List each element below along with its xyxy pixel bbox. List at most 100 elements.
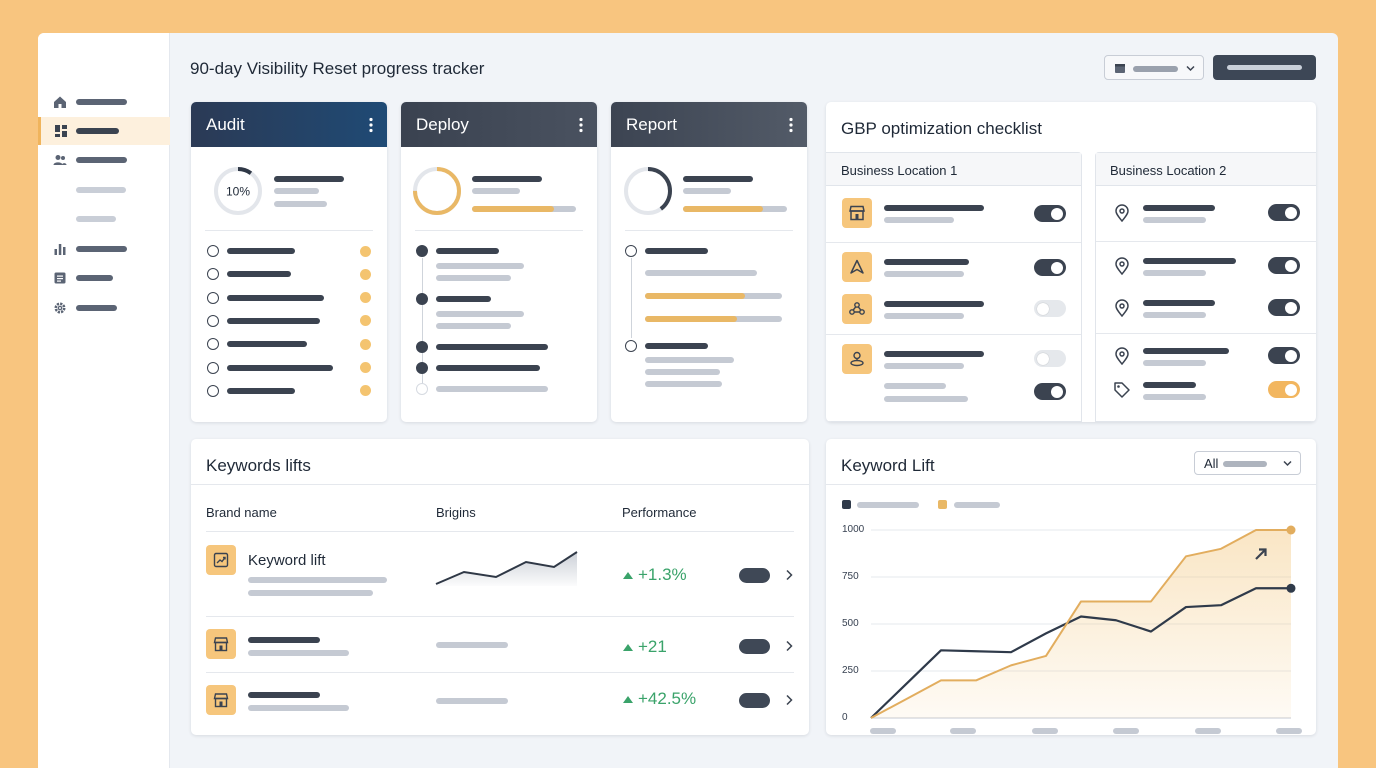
chevron-right-icon[interactable] [784, 694, 794, 706]
card-title: Keywords lifts [206, 456, 311, 475]
task-checkbox-done[interactable] [416, 341, 428, 353]
series-endpoint-0[interactable] [1286, 583, 1296, 593]
task-line [645, 343, 708, 349]
checklist-toggle[interactable] [1034, 383, 1066, 400]
performance-text: +1.3% [638, 565, 687, 584]
task-checkbox[interactable] [625, 340, 637, 352]
divider [1096, 333, 1316, 334]
sidebar-subitem[interactable] [38, 205, 170, 233]
more-options-icon[interactable] [789, 117, 793, 133]
sidebar-item-documents[interactable] [38, 264, 170, 292]
sidebar-item-label [76, 157, 127, 163]
dashboard-icon [54, 124, 68, 138]
more-options-icon[interactable] [369, 117, 373, 133]
sidebar-item-settings[interactable] [38, 294, 170, 322]
y-tick-label: 1000 [842, 524, 865, 535]
primary-action-button[interactable] [1213, 55, 1316, 80]
y-tick-label: 500 [842, 618, 859, 629]
performance-value: +21 [623, 637, 667, 657]
task-checkbox[interactable] [416, 383, 428, 395]
checklist-toggle[interactable] [1034, 259, 1066, 276]
status-pill[interactable] [739, 639, 770, 654]
x-tick-label [1113, 728, 1139, 734]
series-endpoint-1[interactable] [1286, 525, 1296, 535]
summary-line [472, 188, 520, 194]
x-tick-label [1195, 728, 1221, 734]
phase-header: Deploy [401, 102, 597, 147]
checklist-toggle[interactable] [1268, 204, 1300, 221]
table-row[interactable]: +21 [191, 617, 809, 672]
location-panel-2: Business Location 2 [1095, 152, 1316, 422]
phase-card-report: Report [611, 102, 807, 422]
location-name: Business Location 2 [1110, 163, 1227, 178]
trend-up-icon [623, 643, 633, 651]
check-line [884, 313, 964, 319]
x-tick-label [1032, 728, 1058, 734]
task-line [436, 275, 511, 281]
task-checkbox[interactable] [625, 245, 637, 257]
progress-fill [645, 316, 737, 322]
summary-line [274, 176, 344, 182]
task-checkbox-done[interactable] [416, 245, 428, 257]
sidebar-item-users[interactable] [38, 146, 170, 174]
task-checkbox[interactable] [207, 384, 219, 397]
date-range-select[interactable] [1104, 55, 1204, 80]
checklist-toggle[interactable] [1034, 205, 1066, 222]
progress-fill [472, 206, 554, 212]
progress-fill [683, 206, 763, 212]
task-checkbox[interactable] [207, 361, 219, 374]
task-checkbox[interactable] [207, 245, 219, 257]
task-checkbox-done[interactable] [416, 362, 428, 374]
series-area [871, 530, 1291, 718]
tag-icon [1112, 380, 1132, 400]
chevron-right-icon[interactable] [784, 640, 794, 652]
task-checkbox[interactable] [207, 338, 219, 351]
status-pill[interactable] [739, 568, 770, 583]
column-header-brand[interactable]: Brand name [206, 505, 277, 520]
progress-ring: 10% [214, 167, 262, 215]
map-pin-icon [1112, 203, 1132, 223]
divider [415, 230, 583, 231]
chevron-right-icon[interactable] [784, 569, 794, 581]
more-options-icon[interactable] [579, 117, 583, 133]
sidebar-item-analytics[interactable] [38, 235, 170, 263]
sidebar-item-dashboard[interactable] [38, 117, 170, 145]
check-line [884, 301, 984, 307]
phase-card-audit: Audit 10% [191, 102, 387, 422]
column-header-performance[interactable]: Performance [622, 505, 697, 520]
sidebar-subitem[interactable] [38, 176, 170, 204]
brigins-value [436, 698, 508, 704]
legend-swatch-dark [842, 500, 851, 509]
task-status-dot [360, 315, 371, 327]
keyword-name-line [248, 692, 320, 698]
check-line [1143, 300, 1215, 306]
keyword-meta [248, 705, 349, 711]
location-header: Business Location 1 [826, 153, 1081, 186]
progress-track [645, 316, 782, 322]
checklist-toggle[interactable] [1034, 350, 1066, 367]
performance-value: +1.3% [623, 565, 687, 585]
checklist-toggle[interactable] [1268, 347, 1300, 364]
task-checkbox-done[interactable] [416, 293, 428, 305]
filter-value: All [1204, 455, 1219, 471]
table-row[interactable]: +42.5% [191, 673, 809, 728]
column-header-brigins[interactable]: Brigins [436, 505, 476, 520]
task-line [436, 386, 548, 392]
checklist-toggle[interactable] [1268, 381, 1300, 398]
checklist-toggle[interactable] [1268, 299, 1300, 316]
check-line [1143, 360, 1206, 366]
series-filter-select[interactable]: All [1194, 451, 1301, 475]
task-checkbox[interactable] [207, 314, 219, 327]
task-checkbox[interactable] [207, 291, 219, 304]
status-pill[interactable] [739, 693, 770, 708]
legend-label [954, 502, 1000, 508]
task-checkbox[interactable] [207, 268, 219, 281]
page-title: 90-day Visibility Reset progress tracker [190, 59, 485, 78]
app-window: 90-day Visibility Reset progress tracker… [38, 33, 1338, 768]
sidebar-item-home[interactable] [38, 88, 170, 116]
checklist-toggle[interactable] [1268, 257, 1300, 274]
check-line [1143, 270, 1206, 276]
checklist-toggle[interactable] [1034, 300, 1066, 317]
table-row[interactable]: Keyword lift +1.3% [191, 532, 809, 616]
task-line [436, 365, 540, 371]
